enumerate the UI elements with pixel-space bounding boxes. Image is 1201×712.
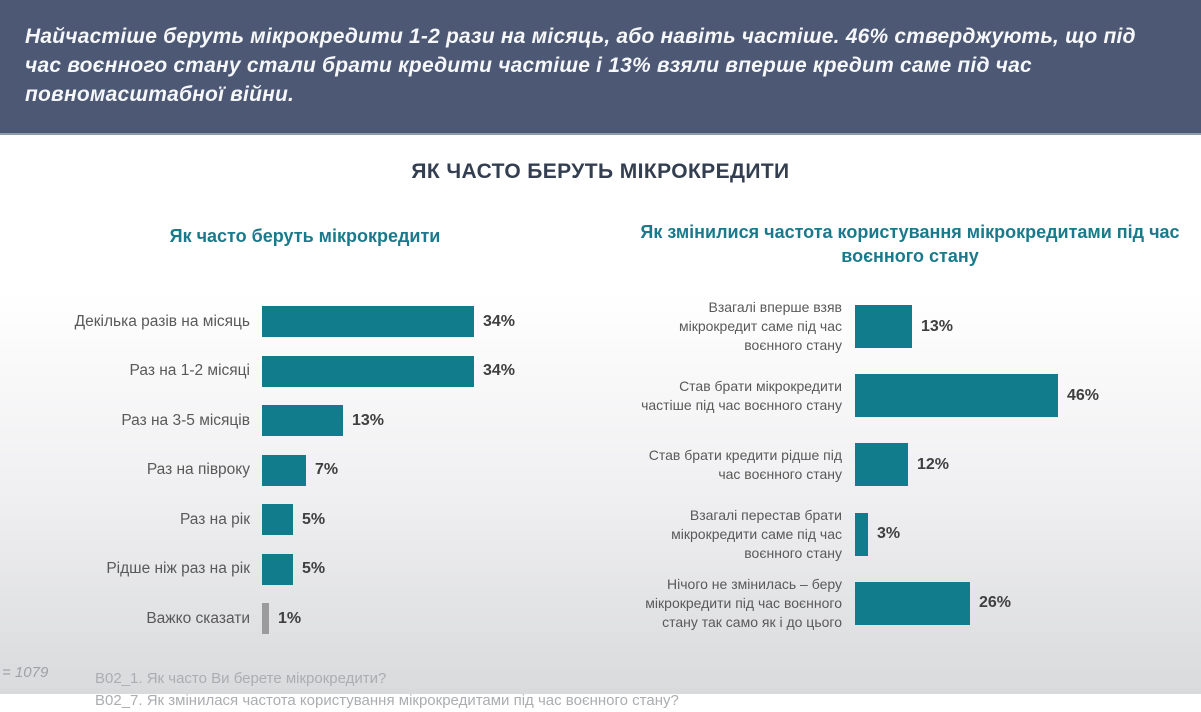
bar	[262, 355, 474, 387]
bar-label: Декілька разів на місяць	[74, 312, 250, 330]
bar-row: Взагалі вперше взяв мікрокредит саме під…	[640, 292, 1200, 361]
footnote-question-1: В02_1. Як часто Ви берете мікрокредити?	[95, 670, 387, 687]
chart-wartime-change-title: Як змінилися частота користування мікрок…	[640, 222, 1180, 266]
bar-row: Раз на 3-5 місяців 13%	[60, 396, 630, 446]
bar-value-label: 26%	[979, 594, 1012, 612]
footnote-questions: В02_1. Як часто Ви берете мікрокредити? …	[95, 668, 1155, 712]
bar-row: Раз на 1-2 місяці 34%	[60, 347, 630, 397]
bar-value-label: 3%	[877, 525, 901, 543]
bar-label: Раз на півроку	[146, 461, 250, 479]
sample-size-note: = 1079	[2, 664, 49, 681]
bar-row: Важко сказати 1%	[60, 594, 630, 644]
bar-label: Став брати мікрокредити частіше під час …	[641, 377, 842, 413]
bar	[262, 553, 293, 585]
bar	[262, 504, 293, 536]
bar	[855, 581, 970, 625]
footnote-question-2: В02_7. Як змінилася частота користування…	[95, 692, 679, 709]
bar-row: Став брати мікрокредити частіше під час …	[640, 361, 1200, 430]
bar-row: Рідше ніж раз на рік 5%	[60, 545, 630, 595]
bar	[855, 512, 868, 556]
bar	[262, 454, 306, 486]
bar	[855, 374, 1058, 418]
bar-value-label: 34%	[483, 312, 516, 330]
bar	[262, 405, 343, 437]
bar-value-label: 46%	[1067, 386, 1100, 404]
chart-frequency-title: Як часто беруть мікрокредити	[169, 226, 441, 246]
bar-value-label: 1%	[278, 609, 302, 627]
bar-label: Взагалі вперше взяв мікрокредит саме під…	[678, 299, 842, 354]
bar-label: Раз на 3-5 місяців	[121, 411, 250, 429]
bar-row: Раз на півроку 7%	[60, 446, 630, 496]
headline-text: Найчастіше беруть мікрокредити 1-2 рази …	[25, 25, 1136, 106]
bar-value-label: 12%	[917, 455, 950, 473]
bar-label: Нічого не змінилась – беру мікрокредити …	[645, 575, 842, 630]
bar	[262, 603, 269, 635]
bar-row: Став брати кредити рідше під час воєнног…	[640, 430, 1200, 499]
bar-label: Важко сказати	[146, 609, 250, 627]
bar-row: Взагалі перестав брати мікрокредити саме…	[640, 500, 1200, 569]
bar-value-label: 34%	[483, 362, 516, 380]
bar-value-label: 7%	[315, 461, 339, 479]
bar-label: Взагалі перестав брати мікрокредити саме…	[671, 506, 842, 561]
bar-label: Рідше ніж раз на рік	[106, 560, 250, 578]
bar	[855, 305, 912, 349]
bar-label: Раз на рік	[179, 510, 250, 528]
bar-row: Раз на рік 5%	[60, 495, 630, 545]
headline-banner: Найчастіше беруть мікрокредити 1-2 рази …	[0, 0, 1201, 135]
bar-label: Раз на 1-2 місяці	[129, 362, 250, 380]
bar-value-label: 13%	[921, 317, 954, 335]
bar-row: Декілька разів на місяць 34%	[60, 297, 630, 347]
chart-frequency: Декілька разів на місяць 34% Раз на 1-2 мі…	[60, 297, 630, 644]
chart-wartime-change: Взагалі вперше взяв мікрокредит саме під…	[640, 292, 1200, 638]
bar	[262, 306, 474, 338]
bar	[855, 443, 908, 487]
bar-row: Нічого не змінилась – беру мікрокредити …	[640, 569, 1200, 638]
bar-label: Став брати кредити рідше під час воєнног…	[648, 446, 842, 482]
page-title: ЯК ЧАСТО БЕРУТЬ МІКРОКРЕДИТИ	[411, 160, 790, 183]
bar-value-label: 5%	[302, 560, 326, 578]
bar-value-label: 13%	[352, 411, 385, 429]
bar-value-label: 5%	[302, 510, 326, 528]
